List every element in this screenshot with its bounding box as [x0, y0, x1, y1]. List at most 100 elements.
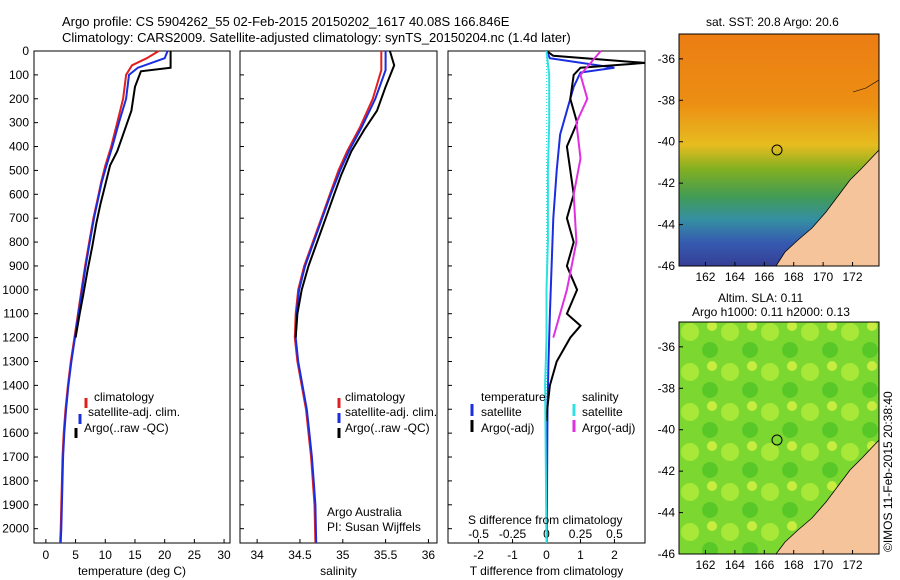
map-x-tick-label: 170 [813, 270, 833, 284]
y-tick-label: 900 [9, 259, 29, 273]
x-axis-label: temperature (deg C) [78, 564, 186, 578]
map-y-tick-label: -42 [658, 464, 676, 478]
x-tick-label: 0 [543, 548, 550, 562]
x-tick-label: 10 [99, 548, 113, 562]
y-tick-label: 1000 [2, 283, 29, 297]
legend-climatology: climatology [345, 390, 405, 404]
map-y-tick-label: -36 [658, 52, 676, 66]
series-line [552, 50, 602, 338]
map-x-tick-label: 168 [784, 270, 804, 284]
map-y-tick-label: -40 [658, 135, 676, 149]
map-x-tick-label: 164 [725, 270, 745, 284]
sla-map-frame [678, 321, 880, 555]
x-tick-label: 34.5 [288, 548, 312, 562]
y-tick-label: 1600 [2, 426, 29, 440]
s-diff-label: S difference from climatology [468, 513, 623, 527]
legend-satellite: satellite-adj. clim. [88, 405, 180, 419]
x2-tick-label: -0.25 [499, 527, 527, 541]
series-line [294, 50, 396, 338]
legend-s-argo: Argo(-adj) [582, 421, 635, 435]
x-tick-label: 35 [336, 548, 350, 562]
series-line [74, 51, 172, 338]
map-x-tick-label: 166 [754, 270, 774, 284]
x-tick-label: 2 [611, 548, 618, 562]
x-tick-label: 36 [422, 548, 436, 562]
map-y-tick-label: -38 [658, 381, 676, 395]
legend-temperature-heading: temperature [481, 390, 546, 404]
series-line [294, 51, 387, 544]
sst-map-title: sat. SST: 20.8 Argo: 20.6 [706, 15, 839, 29]
sla-map-title-1: Altim. SLA: 0.11 [718, 291, 803, 305]
x-tick-label: 30 [217, 548, 231, 562]
x-tick-label: 5 [72, 548, 79, 562]
map-x-tick-label: 168 [784, 558, 804, 572]
map-x-tick-label: 166 [754, 558, 774, 572]
legend-t-argo: Argo(-adj) [481, 421, 534, 435]
x2-tick-label: -0.5 [468, 527, 489, 541]
x-tick-label: 0 [43, 548, 50, 562]
sst-map-frame [678, 33, 880, 267]
x-axis-label: T difference from climatology [470, 564, 624, 578]
header-line-2: Climatology: CARS2009. Satellite-adjuste… [62, 30, 571, 45]
y-tick-label: 400 [9, 140, 29, 154]
y-tick-label: 700 [9, 211, 29, 225]
x2-tick-label: 0.25 [569, 527, 593, 541]
sla-map: Altim. SLA: 0.11 Argo h1000: 0.11 h2000:… [658, 291, 880, 572]
y-tick-label: 1700 [2, 450, 29, 464]
x-tick-label: 34 [250, 548, 264, 562]
x-tick-label: 35.5 [374, 548, 398, 562]
y-tick-label: 800 [9, 235, 29, 249]
y-tick-label: 1100 [3, 307, 29, 321]
series-line [544, 50, 551, 544]
series-line [59, 50, 169, 544]
y-tick-label: 2000 [2, 522, 29, 536]
x2-tick-label: 0.5 [606, 527, 623, 541]
x-tick-label: 20 [158, 548, 172, 562]
map-y-tick-label: -44 [658, 506, 676, 520]
legend-climatology: climatology [94, 390, 154, 404]
argo-float-marker [771, 434, 783, 446]
x-tick-label: 15 [128, 548, 142, 562]
map-x-tick-label: 170 [813, 558, 833, 572]
sla-map-title-2: Argo h1000: 0.11 h2000: 0.13 [692, 305, 850, 319]
map-x-tick-label: 162 [695, 270, 715, 284]
map-y-tick-label: -40 [658, 423, 676, 437]
legend-argo: Argo(..raw -QC) [84, 421, 169, 435]
difference-legend: temperature satellite Argo(-adj) salinit… [468, 390, 635, 527]
y-tick-label: 0 [22, 44, 29, 58]
map-x-tick-label: 162 [695, 558, 715, 572]
map-y-tick-label: -36 [658, 340, 676, 354]
sst-map: sat. SST: 20.8 Argo: 20.6 [658, 15, 880, 284]
y-tick-label: 1500 [2, 402, 29, 416]
y-tick-label: 1800 [2, 474, 29, 488]
y-tick-label: 1400 [2, 378, 29, 392]
y-tick-label: 1300 [2, 354, 29, 368]
temperature-panel: 0100200300400500600700800900100011001200… [2, 44, 231, 578]
legend-satellite: satellite-adj. clim. [345, 405, 437, 419]
series-line [59, 50, 160, 544]
y-tick-label: 200 [9, 92, 29, 106]
y-tick-label: 100 [9, 68, 29, 82]
plot-frame [239, 50, 438, 544]
annotation-argo-australia: Argo Australia [327, 505, 402, 519]
salinity-panel: 34 34.5 35 35.5 36 salinity [239, 50, 438, 578]
legend-argo: Argo(..raw -QC) [345, 421, 430, 435]
salinity-legend: climatology satellite-adj. clim. Argo(..… [327, 390, 437, 534]
y-tick-label: 600 [9, 187, 29, 201]
legend-salinity-heading: salinity [582, 390, 619, 404]
y-tick-label: 1200 [2, 331, 29, 345]
x-tick-label: -2 [473, 548, 484, 562]
difference-panel: -2 -1 0 1 2 T difference from climatology -0.5… [447, 50, 646, 578]
map-x-tick-label: 164 [725, 558, 745, 572]
map-y-tick-label: -46 [658, 547, 676, 561]
temperature-legend: climatology satellite-adj. clim. Argo(..… [74, 390, 180, 438]
map-y-tick-label: -42 [658, 176, 676, 190]
credit-text: ©IMOS 11-Feb-2015 20:38:40 [881, 391, 895, 552]
x-tick-label: -1 [507, 548, 518, 562]
header-line-1: Argo profile: CS 5904262_55 02-Feb-2015 … [62, 14, 510, 29]
map-y-tick-label: -44 [658, 218, 676, 232]
series-line [545, 50, 615, 544]
series-line [545, 50, 646, 422]
map-x-tick-label: 172 [843, 558, 863, 572]
